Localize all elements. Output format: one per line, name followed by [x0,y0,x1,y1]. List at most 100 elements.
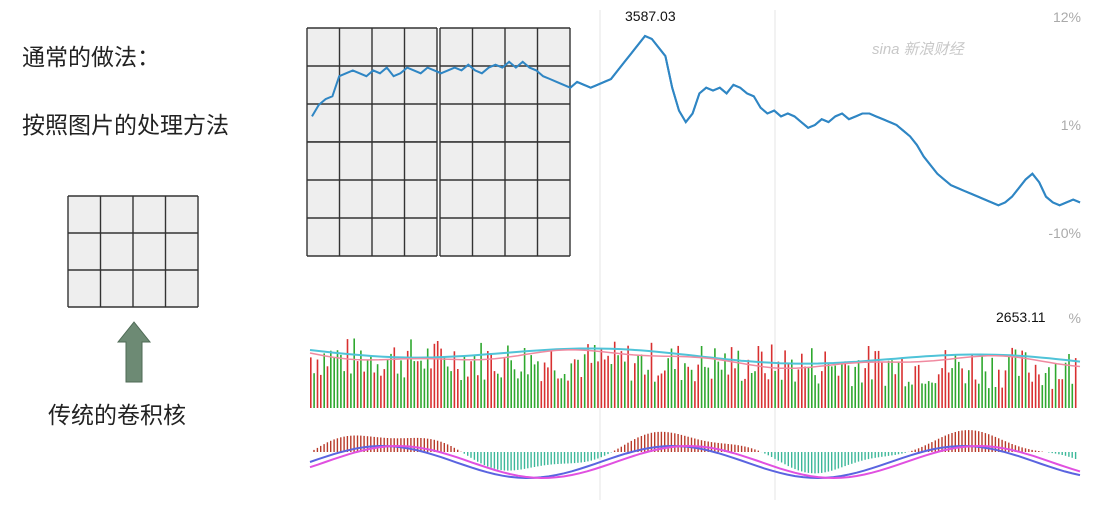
macd-bar [744,446,746,452]
macd-bar [537,452,539,467]
macd-bar [547,452,549,465]
volume-bar [931,382,933,408]
volume-bar [1001,387,1003,408]
volume-bar [780,379,783,408]
macd-bar [1054,452,1057,454]
volume-bar [831,366,833,408]
trough-value-label: 2653.11 [996,309,1046,325]
volume-bar [597,361,599,408]
macd-bar [894,452,896,455]
macd-bar [513,452,516,471]
macd-bar [827,452,830,472]
volume-bar [784,350,786,408]
macd-bar [791,452,793,468]
volume-bar [547,367,549,408]
kernel-block-bottom-right [439,141,571,257]
volume-bar [460,380,462,408]
volume-bar [697,364,699,408]
volume-bar [861,382,863,408]
macd-bar [1074,452,1077,459]
macd-bar [487,452,489,467]
macd-bar [851,452,853,464]
macd-bar [340,437,342,452]
macd-bar [807,452,810,473]
macd-bar [834,452,836,470]
sina-finance-watermark: sina 新浪财经 [872,41,964,58]
volume-bar [927,381,930,408]
macd-bar [887,452,890,456]
macd-bar [934,440,936,452]
macd-bar [861,452,863,461]
macd-bar [881,452,883,457]
volume-bar [1008,356,1010,408]
macd-bar [964,430,966,452]
volume-bar [680,380,683,408]
macd-bar [390,438,392,452]
volume-bar [380,375,382,408]
macd-bar [523,452,526,469]
macd-bar [660,431,663,452]
macd-bar [497,452,499,470]
macd-bar [443,443,445,452]
volume-bar [717,361,720,408]
volume-bar [323,353,325,408]
macd-bar [911,450,913,452]
volume-bar [747,359,750,408]
macd-bar [670,432,673,452]
volume-bar [654,381,656,408]
macd-bar [637,437,639,452]
macd-bar [420,438,422,452]
volume-bar [583,354,586,408]
macd-bar [740,445,743,452]
macd-bar [567,452,569,464]
volume-bar [847,365,850,408]
macd-bar [333,439,335,452]
volume-bar [320,374,322,408]
macd-bar [914,449,916,452]
volume-bar [907,381,910,408]
macd-bar [901,452,903,454]
macd-bar [430,439,432,452]
volume-bar [937,374,940,408]
macd-bar [413,437,415,452]
volume-bar [453,351,456,408]
macd-bar [600,452,602,458]
kernel-block-bottom-left [306,141,438,257]
macd-bar [958,431,960,452]
volume-bar [423,368,426,408]
macd-bar [884,452,886,457]
volume-bar [968,370,970,408]
arrow-shape [116,321,152,383]
volume-bar [754,371,756,408]
volume-bar [567,380,569,408]
volume-bar [740,380,743,408]
macd-bar [356,435,359,452]
volume-bar [310,357,312,408]
macd-bar [677,434,679,452]
macd-bar [587,452,589,462]
macd-bar [410,438,412,452]
macd-bar [1068,452,1070,457]
volume-bar [1071,383,1074,408]
macd-bar [941,437,943,452]
volume-bar [734,368,736,408]
macd-bar [891,452,893,456]
volume-bar [787,363,790,408]
volume-bar [503,358,506,408]
macd-bar [774,452,776,459]
macd-bar [313,449,315,452]
macd-bar [350,435,352,452]
volume-bar [704,366,706,408]
volume-bar [874,351,877,408]
volume-bar [356,361,359,408]
macd-bar [480,452,482,464]
axis-tick-label: 1% [1060,117,1081,133]
macd-bar [467,452,469,456]
volume-bar [757,346,760,408]
volume-bar [737,350,740,408]
volume-bar [998,369,1000,408]
volume-bar [413,361,416,408]
macd-bar [353,435,355,452]
volume-bar [978,383,980,408]
